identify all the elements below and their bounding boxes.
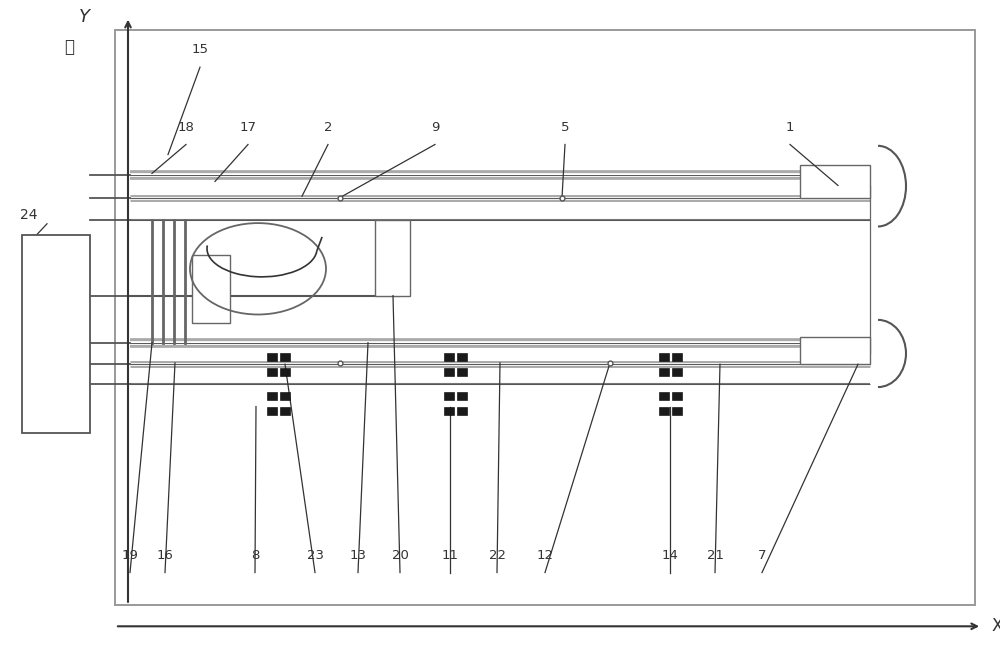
Text: a: a <box>51 255 61 269</box>
Bar <box>267 353 277 362</box>
Text: 19: 19 <box>122 549 138 562</box>
Bar <box>672 353 682 362</box>
Text: 22: 22 <box>488 549 506 562</box>
Text: 1: 1 <box>786 121 794 134</box>
Bar <box>457 368 467 376</box>
Text: 12: 12 <box>536 549 554 562</box>
Bar <box>375 220 410 296</box>
Bar <box>457 392 467 401</box>
Text: 17: 17 <box>240 121 256 134</box>
Text: 23: 23 <box>306 549 324 562</box>
Text: 轴: 轴 <box>64 38 74 56</box>
Bar <box>457 407 467 415</box>
Bar <box>672 407 682 415</box>
Text: b: b <box>51 297 61 312</box>
Bar <box>444 368 454 376</box>
Bar <box>267 407 277 415</box>
Text: 13: 13 <box>350 549 366 562</box>
Text: X 轴: X 轴 <box>992 618 1000 635</box>
Text: 20: 20 <box>392 549 408 562</box>
Bar <box>444 392 454 401</box>
Bar <box>659 368 669 376</box>
Bar <box>280 353 290 362</box>
Bar <box>280 407 290 415</box>
Text: 7: 7 <box>758 549 766 562</box>
Bar <box>192 255 230 323</box>
Bar <box>659 407 669 415</box>
Bar <box>22 235 90 433</box>
Text: c: c <box>52 342 60 357</box>
Bar <box>267 368 277 376</box>
Bar <box>444 353 454 362</box>
Text: 2: 2 <box>324 121 332 134</box>
Bar <box>444 407 454 415</box>
Text: 8: 8 <box>251 549 259 562</box>
Bar <box>659 353 669 362</box>
Text: 15: 15 <box>192 44 208 56</box>
Text: 5: 5 <box>561 121 569 134</box>
Text: 11: 11 <box>442 549 458 562</box>
Text: 21: 21 <box>706 549 724 562</box>
Bar <box>280 392 290 401</box>
Text: 24: 24 <box>20 208 38 222</box>
Bar <box>267 392 277 401</box>
Bar <box>659 392 669 401</box>
Bar <box>800 165 870 198</box>
Bar <box>672 392 682 401</box>
Bar <box>280 368 290 376</box>
Text: 9: 9 <box>431 121 439 134</box>
Bar <box>457 353 467 362</box>
Text: n: n <box>51 386 61 401</box>
Text: 18: 18 <box>178 121 194 134</box>
Bar <box>115 30 975 605</box>
Bar <box>672 368 682 376</box>
Text: 16: 16 <box>157 549 173 562</box>
Text: Y: Y <box>79 8 90 26</box>
Text: 14: 14 <box>662 549 678 562</box>
Bar <box>800 337 870 364</box>
